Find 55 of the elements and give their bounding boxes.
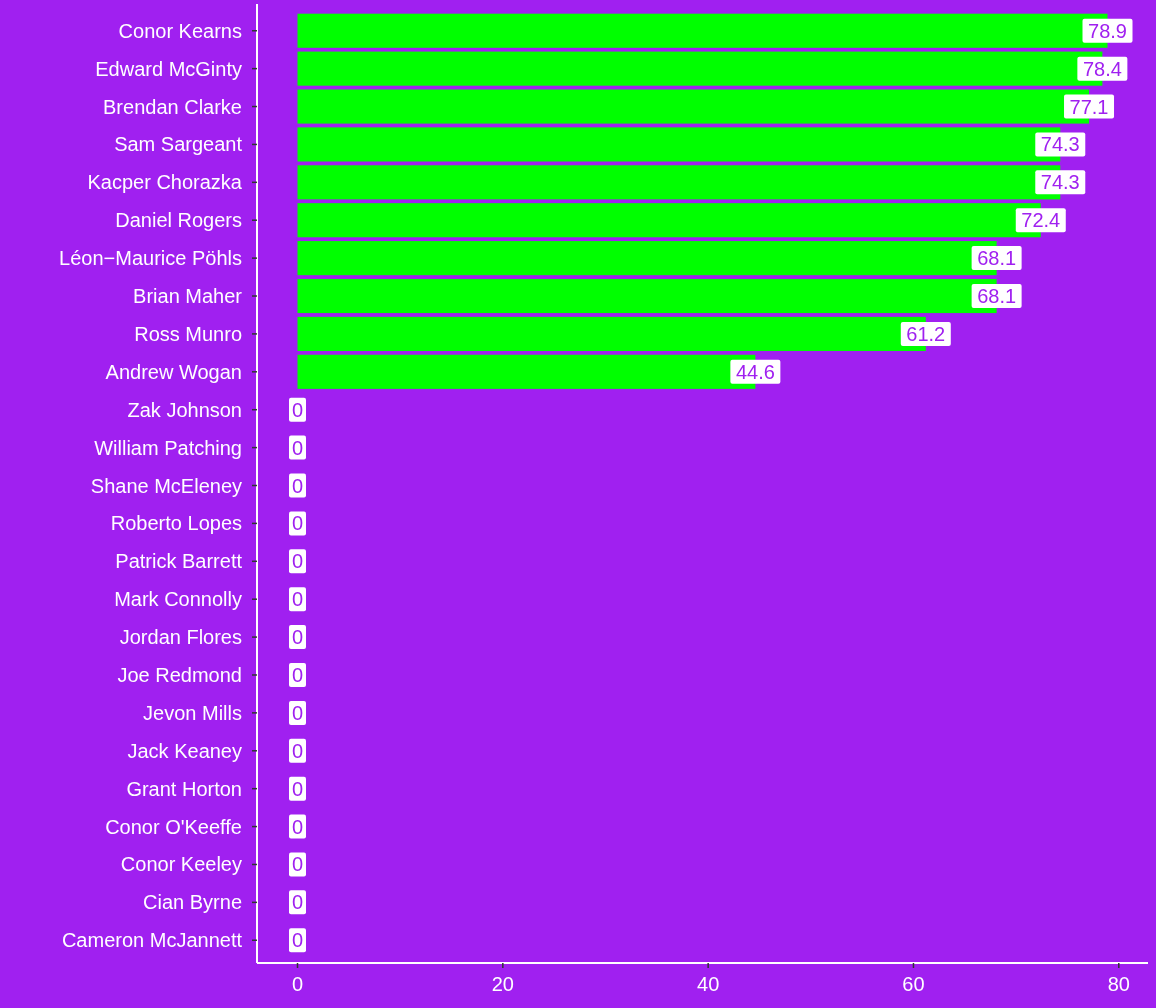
y-tick-label: Conor O'Keeffe (105, 815, 242, 838)
data-label: 68.1 (977, 285, 1017, 308)
y-tick-label: Ross Munro (134, 322, 242, 345)
data-label: 0 (291, 398, 304, 421)
x-tick-label: 20 (491, 973, 514, 995)
data-label: 0 (291, 929, 304, 952)
y-tick-label: Brian Maher (133, 285, 243, 308)
data-label: 0 (291, 550, 304, 573)
data-label: 78.9 (1088, 19, 1127, 42)
x-tick-label: 0 (291, 973, 304, 995)
data-label: 0 (291, 853, 304, 876)
data-label: 0 (291, 626, 304, 649)
data-label: 77.1 (1069, 95, 1109, 118)
y-tick-label: Jevon Mills (143, 701, 242, 724)
data-label: 0 (291, 701, 304, 724)
y-tick-label: Joe Redmond (117, 663, 242, 686)
x-tick-label: 40 (697, 973, 720, 995)
data-label: 78.4 (1082, 57, 1122, 80)
y-tick-label: Cameron McJannett (61, 929, 243, 952)
y-tick-label: Léon−Maurice Pöhls (59, 247, 242, 270)
data-label: 72.4 (1021, 209, 1061, 232)
data-label: 0 (291, 588, 304, 611)
y-tick-label: Mark Connolly (114, 588, 242, 611)
data-label: 0 (291, 739, 304, 762)
y-tick-label: Patrick Barrett (115, 550, 243, 573)
data-label: 0 (291, 777, 304, 800)
data-label: 68.1 (977, 247, 1017, 270)
y-tick-label: Cian Byrne (143, 891, 242, 914)
data-label: 74.3 (1040, 171, 1080, 194)
y-tick-label: Andrew Wogan (105, 360, 242, 383)
x-tick-label: 80 (1107, 973, 1130, 995)
data-label: 0 (291, 815, 304, 838)
data-label: 0 (291, 436, 304, 459)
data-label: 0 (291, 891, 304, 914)
y-tick-label: Grant Horton (126, 777, 242, 800)
data-label: 0 (291, 663, 304, 686)
y-tick-label: William Patching (94, 436, 242, 459)
y-tick-label: Conor Kearns (118, 19, 242, 42)
y-tick-label: Zak Johnson (127, 398, 242, 421)
y-tick-label: Shane McEleney (90, 474, 242, 497)
data-label: 0 (291, 474, 304, 497)
y-tick-label: Jordan Flores (119, 626, 242, 649)
y-tick-label: Edward McGinty (95, 57, 242, 80)
y-tick-label: Brendan Clarke (103, 95, 242, 118)
data-label: 0 (291, 512, 304, 535)
data-label: 74.3 (1040, 133, 1080, 156)
data-label: 61.2 (906, 322, 946, 345)
y-tick-label: Conor Keeley (120, 853, 242, 876)
x-tick-label: 60 (902, 973, 925, 995)
y-tick-label: Jack Keaney (127, 739, 242, 762)
y-tick-label: Roberto Lopes (110, 512, 242, 535)
y-tick-label: Sam Sargeant (114, 133, 243, 156)
data-label: 44.6 (735, 360, 775, 383)
y-tick-label: Kacper Chorazka (87, 171, 243, 194)
y-tick-label: Daniel Rogers (115, 209, 242, 232)
